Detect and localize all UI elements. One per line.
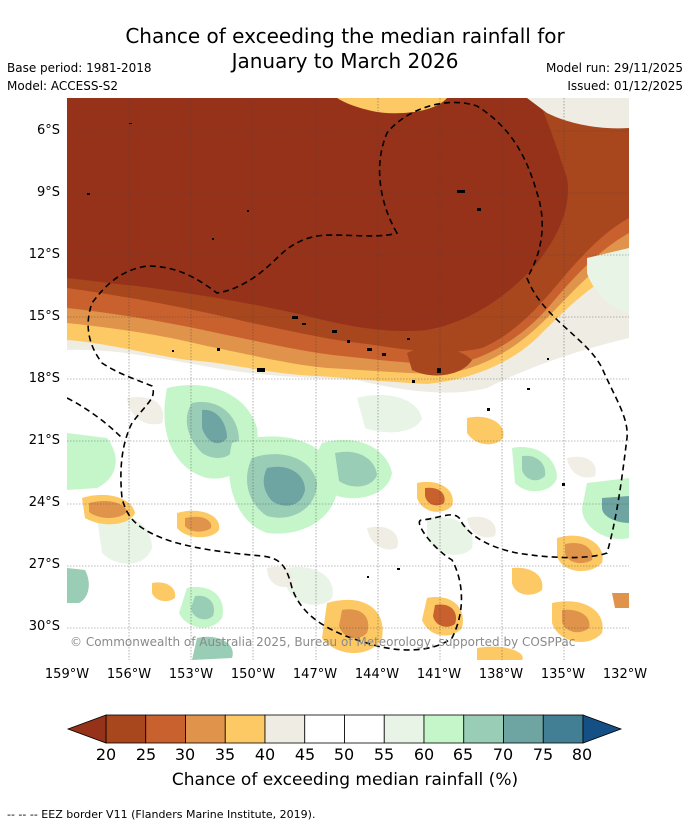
colorbar-tick-60: 60 bbox=[413, 745, 435, 764]
dry-signal-band bbox=[67, 98, 629, 393]
meta-left: Base period: 1981-2018 Model: ACCESS-S2 bbox=[7, 59, 152, 95]
dry-signal-patches bbox=[82, 416, 629, 660]
colorbar-cell bbox=[145, 714, 186, 744]
colorbar-tick-20: 20 bbox=[95, 745, 117, 764]
lat-label-27s: 27°S bbox=[28, 557, 60, 572]
meta-right: Model run: 29/11/2025 Issued: 01/12/2025 bbox=[546, 59, 683, 95]
colorbar-cell bbox=[423, 714, 465, 744]
lat-label-24s: 24°S bbox=[28, 495, 60, 510]
colorbar-label: Chance of exceeding median rainfall (%) bbox=[171, 770, 519, 790]
rainfall-map[interactable]: © Commonwealth of Australia 2025, Bureau… bbox=[67, 98, 629, 660]
lon-label-141w: 141°W bbox=[416, 667, 462, 682]
lon-label-156w: 156°W bbox=[106, 667, 152, 682]
colorbar-high-extend bbox=[582, 714, 623, 744]
colorbar-tick-25: 25 bbox=[135, 745, 157, 764]
lat-label-9s: 9°S bbox=[36, 185, 60, 200]
lat-label-18s: 18°S bbox=[28, 371, 60, 386]
colorbar bbox=[66, 714, 623, 744]
lon-label-132w: 132°W bbox=[602, 667, 648, 682]
colorbar-cell bbox=[224, 714, 266, 744]
lon-label-153w: 153°W bbox=[168, 667, 214, 682]
colorbar-tick-80: 80 bbox=[571, 745, 593, 764]
title-line-1: Chance of exceeding the median rainfall … bbox=[125, 24, 565, 48]
lon-label-144w: 144°W bbox=[354, 667, 400, 682]
lat-label-15s: 15°S bbox=[28, 309, 60, 324]
colorbar-tick-40: 40 bbox=[254, 745, 276, 764]
lat-label-30s: 30°S bbox=[28, 619, 60, 634]
colorbar-tick-55: 55 bbox=[373, 745, 395, 764]
lat-label-21s: 21°S bbox=[28, 433, 60, 448]
model-run: Model run: 29/11/2025 bbox=[545, 61, 683, 75]
colorbar-cell bbox=[503, 714, 544, 744]
colorbar-tick-50: 50 bbox=[333, 745, 355, 764]
colorbar-low-extend bbox=[66, 714, 107, 744]
lon-label-138w: 138°W bbox=[478, 667, 524, 682]
issued-date: Issued: 01/12/2025 bbox=[567, 79, 683, 93]
lon-label-147w: 147°W bbox=[292, 667, 338, 682]
lat-label-6s: 6°S bbox=[36, 123, 60, 138]
lat-label-12s: 12°S bbox=[28, 247, 60, 262]
colorbar-cell bbox=[185, 714, 226, 744]
map-svg: © Commonwealth of Australia 2025, Bureau… bbox=[67, 98, 629, 660]
colorbar-cell bbox=[304, 714, 345, 744]
copyright-text: © Commonwealth of Australia 2025, Bureau… bbox=[70, 635, 575, 649]
colorbar-cell bbox=[344, 714, 385, 744]
gridlines bbox=[67, 98, 629, 660]
wet-signal-patches bbox=[67, 248, 629, 660]
lon-label-159w: 159°W bbox=[44, 667, 90, 682]
title-line-2: January to March 2026 bbox=[231, 49, 459, 73]
lon-label-150w: 150°W bbox=[230, 667, 276, 682]
base-period: Base period: 1981-2018 bbox=[7, 61, 152, 75]
colorbar-cells bbox=[105, 714, 584, 744]
colorbar-tick-30: 30 bbox=[174, 745, 196, 764]
colorbar-tick-70: 70 bbox=[492, 745, 514, 764]
colorbar-cell bbox=[105, 714, 147, 744]
colorbar-tick-65: 65 bbox=[452, 745, 474, 764]
colorbar-tick-75: 75 bbox=[532, 745, 554, 764]
lon-label-135w: 135°W bbox=[540, 667, 586, 682]
islands bbox=[87, 123, 565, 578]
colorbar-tick-45: 45 bbox=[294, 745, 316, 764]
colorbar-tick-35: 35 bbox=[214, 745, 236, 764]
model-name: Model: ACCESS-S2 bbox=[7, 79, 119, 93]
eez-footnote: -- -- -- EEZ border V11 (Flanders Marine… bbox=[7, 808, 316, 821]
eez-borders bbox=[67, 101, 628, 651]
colorbar-cell bbox=[264, 714, 306, 744]
colorbar-cell bbox=[463, 714, 504, 744]
page-title: Chance of exceeding the median rainfall … bbox=[0, 24, 690, 74]
neutral-shading bbox=[127, 397, 596, 588]
colorbar-cell bbox=[542, 714, 584, 744]
colorbar-cell bbox=[383, 714, 425, 744]
